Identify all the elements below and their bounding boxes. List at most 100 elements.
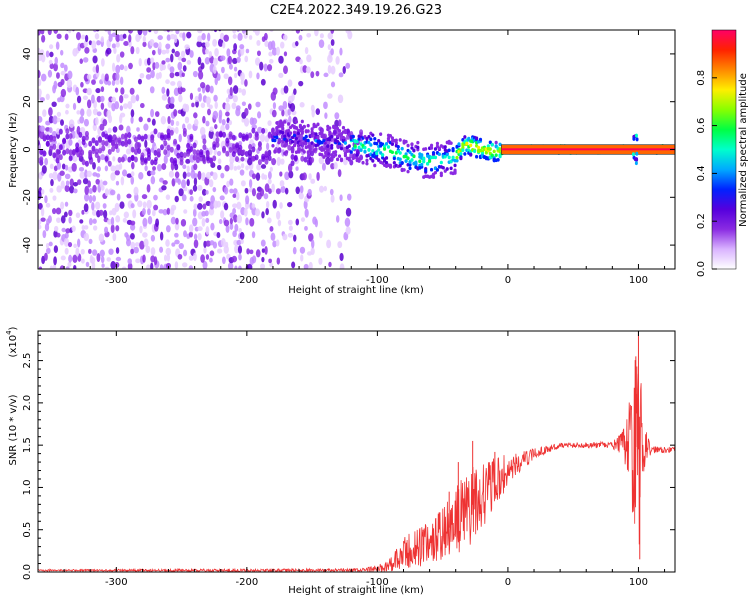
spectrogram-speckle — [83, 225, 89, 230]
spectrogram-ridge-cell — [476, 145, 481, 150]
spectrogram-speckle — [243, 207, 248, 217]
spectrogram-speckle — [41, 165, 47, 174]
spectrogram-speckle — [144, 165, 148, 172]
spectrogram-speckle — [155, 218, 160, 228]
spectrogram-speckle — [267, 171, 272, 180]
spectrogram-speckle — [117, 137, 122, 144]
spectrogram-speckle — [53, 256, 57, 266]
spectrogram-speckle — [153, 30, 159, 35]
spectrogram-speckle — [120, 156, 125, 163]
spectrogram-speckle — [339, 194, 343, 202]
spectrogram-ridge-cell — [424, 147, 428, 151]
spectrogram-ridge-cell — [347, 144, 351, 148]
spectrogram-ridge-cell — [363, 150, 367, 154]
spectrogram-speckle — [228, 131, 233, 138]
spectrogram-speckle — [110, 224, 115, 233]
spectrogram-speckle — [209, 85, 214, 94]
spectrogram-speckle — [68, 155, 73, 162]
spectrogram-speckle — [150, 247, 156, 256]
spectrogram-ridge-cell — [488, 140, 492, 145]
snr-xtick-label: -200 — [236, 577, 259, 588]
spectrogram-speckle — [75, 146, 80, 153]
spectrogram-ridge-cell — [498, 142, 502, 147]
spectrogram-speckle — [222, 41, 226, 49]
spectrogram-speckle — [240, 180, 246, 187]
spectrogram-speckle — [92, 195, 97, 202]
spectrogram-speckle — [115, 256, 122, 262]
spectrogram-speckle — [310, 247, 315, 255]
spectrogram-speckle — [205, 171, 212, 180]
spectrogram-speckle — [169, 66, 175, 73]
spectrogram-speckle — [261, 127, 266, 134]
spectrogram-speckle — [169, 157, 174, 164]
spectrogram-speckle — [248, 70, 253, 79]
spectrogram-speckle — [139, 240, 145, 250]
spectrogram-ridge-cell — [271, 128, 275, 132]
spectrogram-speckle — [60, 78, 65, 86]
spectrogram-ridge-cell — [320, 131, 324, 135]
spectrogram-speckle — [68, 209, 73, 217]
spectrogram-speckle — [47, 215, 52, 224]
spectrogram-speckle — [187, 123, 192, 130]
spectrogram-speckle — [254, 154, 259, 161]
spectrogram-speckle — [60, 180, 65, 189]
spectrogram-speckle — [186, 150, 191, 157]
spectrogram-speckle — [339, 263, 345, 269]
spectrogram-speckle — [158, 41, 162, 50]
spectrogram-speckle — [119, 105, 124, 111]
spectrogram-ridge-cell — [439, 173, 443, 178]
spectrogram-speckle — [327, 44, 331, 50]
spectrogram-speckle — [200, 62, 205, 70]
spectrogram-speckle — [288, 225, 293, 231]
spectrogram-speckle — [260, 239, 266, 247]
spectrogram-speckle — [318, 39, 325, 49]
spectrogram-speckle — [115, 225, 120, 232]
snr-ytick-label: 2.0 — [22, 395, 33, 411]
spectrogram-ridge-cell — [377, 158, 381, 162]
spectrogram-speckle — [63, 211, 68, 218]
spectrogram-speckle — [192, 217, 198, 227]
spectrogram-speckle — [344, 217, 351, 227]
spectrogram-speckle — [127, 156, 132, 163]
spectrogram-speckle — [90, 256, 96, 264]
spectrogram-speckle — [229, 156, 235, 165]
spectrogram-speckle — [197, 184, 203, 191]
spectrogram-ridge-cell — [296, 149, 301, 154]
spectrogram-speckle — [157, 163, 162, 172]
spectrogram-speckle — [44, 195, 48, 204]
spectrogram-speckle — [239, 231, 245, 240]
spectrogram-speckle — [39, 156, 44, 163]
spectrogram-speckle — [337, 169, 342, 178]
spectrogram-speckle — [254, 134, 259, 141]
spectrogram-ridge-cell — [404, 139, 408, 144]
spectrogram-speckle — [323, 101, 328, 110]
spectrogram-speckle — [120, 140, 125, 147]
spectrogram-ridge-cell — [330, 143, 334, 148]
spectrogram-speckle — [257, 159, 262, 166]
spectrogram-ridge-cell — [402, 168, 406, 172]
snr-panel: -300 -200 -100 0 100 0.0 0.5 1.0 1.5 2.0 2.5 Heigh… — [5, 326, 676, 596]
spectrogram-speckle — [231, 134, 236, 141]
spectrogram-speckle — [157, 35, 163, 41]
spectrogram-speckle — [251, 255, 257, 264]
spectrogram-speckle — [143, 238, 149, 247]
spectrogram-speckle — [275, 188, 281, 195]
spectrogram-speckle — [156, 151, 161, 158]
spectrogram-speckle — [107, 136, 112, 143]
spectrogram-speckle — [198, 93, 202, 102]
spectrogram-ridge-cell — [420, 162, 424, 167]
spectrogram-speckle — [150, 108, 155, 118]
spectrogram-speckle — [82, 57, 89, 63]
spectrogram-speckle — [135, 46, 140, 55]
spectrogram-speckle — [280, 185, 286, 194]
spectrogram-speckle — [180, 50, 186, 58]
spectrogram-ridge-cell — [459, 151, 463, 156]
spectrogram-speckle — [212, 241, 218, 249]
spectrogram-speckle — [173, 108, 178, 117]
spectrogram-ridge-cell — [427, 159, 432, 163]
spectrogram-speckle — [269, 262, 273, 268]
spectrogram-ytick-label: -20 — [22, 189, 33, 205]
spectrogram-speckle — [176, 80, 182, 88]
spectrogram-speckle — [306, 159, 311, 166]
spectrogram-speckle — [114, 202, 120, 212]
